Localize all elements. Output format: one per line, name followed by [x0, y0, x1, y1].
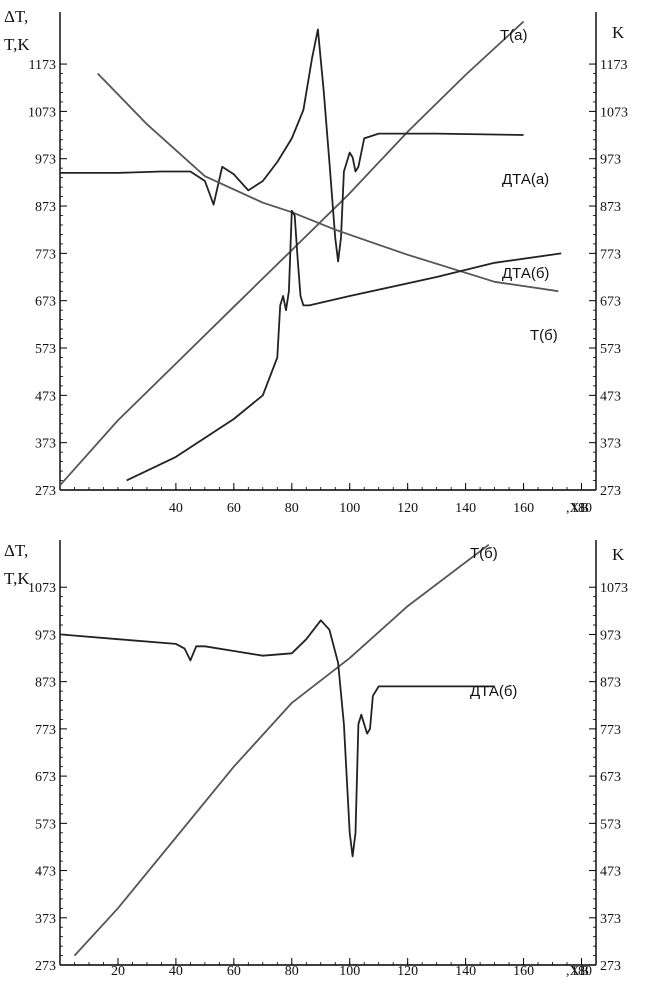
x-tick-label: 120	[397, 501, 418, 516]
y-tick-label-left: 373	[35, 912, 56, 927]
y-tick-label-right: 473	[600, 389, 621, 404]
x-tick-label: 120	[397, 964, 418, 979]
y-tick-label-left: 873	[35, 200, 56, 215]
y-tick-label-left: 273	[35, 959, 56, 974]
x-tick-label: 40	[169, 964, 183, 979]
x-tick-label: 100	[339, 964, 360, 979]
y-axis-label-line2: T,K	[4, 35, 30, 54]
x-tick-label: 60	[227, 964, 241, 979]
y-tick-label-right: 473	[600, 865, 621, 880]
bottom-chart-panel: 273 273 373 373 473 473 573 573 673 673 773 773 873 8…	[4, 540, 628, 979]
y-tick-label-left: 373	[35, 437, 56, 452]
y-tick-label-right: 1173	[600, 58, 627, 73]
y-tick-label-right: 873	[600, 200, 621, 215]
y-tick-label-right: 373	[600, 437, 621, 452]
y-tick-label-left: 673	[35, 770, 56, 785]
x-tick-label: 100	[339, 501, 360, 516]
y-tick-label-left: 1073	[28, 581, 56, 596]
curve-label: T(б)	[530, 327, 558, 344]
y-axis-label-line2: T,K	[4, 569, 30, 588]
series-line-2	[97, 72, 559, 293]
y-tick-label-right: 773	[600, 247, 621, 262]
x-tick-label: 160	[513, 964, 534, 979]
x-axis-label: ,ХВ	[566, 964, 589, 979]
x-tick-label: 160	[513, 501, 534, 516]
y-tick-label-left: 973	[35, 153, 56, 168]
y-tick-label-left: 873	[35, 676, 56, 691]
top-chart-panel: 273 273 373 373 473 473 573 573 673 673 773 773 873 8…	[4, 7, 628, 516]
y-tick-label-right: 873	[600, 676, 621, 691]
x-axis-label: ,ХВ	[566, 501, 589, 516]
x-tick-label: 40	[169, 501, 183, 516]
y-tick-label-right: 1073	[600, 581, 628, 596]
curve-label: ДТА(б)	[502, 265, 549, 282]
y-tick-label-left: 973	[35, 628, 56, 643]
x-tick-label: 180	[571, 964, 592, 979]
curve-label: ДТА(б)	[470, 683, 517, 700]
y-tick-label-right: 273	[600, 484, 621, 499]
y-tick-label-left: 273	[35, 484, 56, 499]
x-tick-label: 140	[455, 501, 476, 516]
x-tick-label: 60	[227, 501, 241, 516]
y-tick-label-left: 473	[35, 389, 56, 404]
y-tick-label-right: 373	[600, 912, 621, 927]
y-tick-label-right: 573	[600, 342, 621, 357]
right-axis-label: K	[612, 545, 625, 564]
y-tick-label-right: 673	[600, 770, 621, 785]
series-line-3	[126, 209, 562, 482]
y-tick-label-left: 573	[35, 817, 56, 832]
y-tick-label-right: 1073	[600, 105, 628, 120]
y-axis-label-line1: ΔT,	[4, 541, 28, 560]
curve-label: T(а)	[500, 27, 528, 44]
y-tick-label-left: 473	[35, 865, 56, 880]
y-tick-label-left: 1173	[29, 58, 56, 73]
y-axis-label-line1: ΔT,	[4, 7, 28, 26]
y-tick-label-left: 673	[35, 295, 56, 310]
y-tick-label-right: 673	[600, 295, 621, 310]
y-tick-label-right: 773	[600, 723, 621, 738]
x-tick-label: 80	[285, 964, 299, 979]
x-tick-label: 80	[285, 501, 299, 516]
x-tick-label: 20	[111, 964, 125, 979]
y-tick-label-left: 773	[35, 247, 56, 262]
curve-label: T(б)	[470, 545, 498, 562]
right-axis-label: K	[612, 23, 625, 42]
y-tick-label-right: 573	[600, 817, 621, 832]
y-tick-label-right: 273	[600, 959, 621, 974]
y-tick-label-right: 973	[600, 153, 621, 168]
y-tick-label-right: 973	[600, 628, 621, 643]
series-line-1	[60, 28, 524, 263]
series-line-1	[59, 619, 495, 858]
y-tick-label-left: 773	[35, 723, 56, 738]
x-tick-label: 180	[571, 501, 592, 516]
series-line-0	[59, 20, 525, 486]
y-tick-label-left: 1073	[28, 105, 56, 120]
curve-label: ДТА(а)	[502, 171, 549, 188]
y-tick-label-left: 573	[35, 342, 56, 357]
x-tick-label: 140	[455, 964, 476, 979]
series-line-0	[73, 543, 490, 957]
